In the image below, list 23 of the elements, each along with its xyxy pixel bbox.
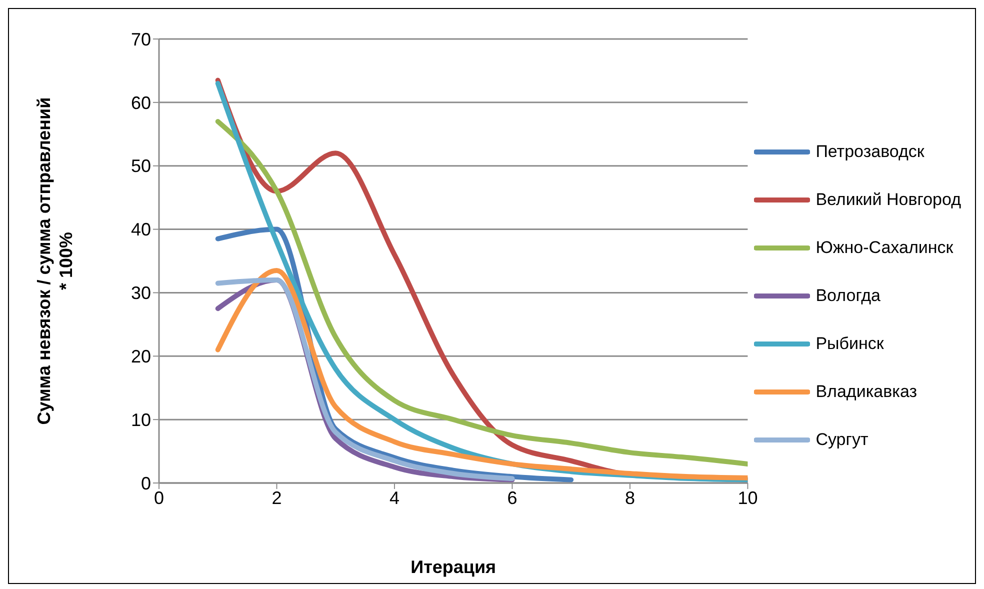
x-axis-title: Итерация — [410, 557, 496, 577]
y-tick-label: 40 — [130, 220, 151, 240]
y-tick-label: 60 — [130, 92, 151, 113]
x-tick-label: 0 — [154, 488, 164, 508]
y-axis-title: Сумма невязок / сумма отправлений * 100% — [34, 97, 76, 425]
legend-label: Великий Новгород — [816, 190, 961, 210]
x-tick-label: 8 — [624, 488, 635, 508]
x-tick-label: 10 — [738, 488, 758, 508]
y-tick-label: 0 — [140, 473, 151, 494]
legend-label: Владикавказ — [816, 382, 917, 402]
y-tick-label: 50 — [130, 156, 151, 176]
x-tick-label: 6 — [507, 488, 518, 508]
x-tick-label: 4 — [389, 488, 400, 508]
x-tick-label: 2 — [272, 488, 282, 508]
legend-label: Вологда — [816, 286, 880, 306]
legend-label: Южно-Сахалинск — [816, 238, 954, 258]
y-tick-label: 10 — [130, 410, 151, 430]
y-tick-label: 30 — [130, 283, 151, 304]
legend-label: Рыбинск — [816, 334, 884, 354]
y-tick-label: 20 — [130, 346, 151, 367]
legend-label: Сургут — [816, 430, 868, 450]
legend-label: Петрозаводск — [816, 142, 924, 162]
y-tick-label: 70 — [130, 29, 151, 50]
